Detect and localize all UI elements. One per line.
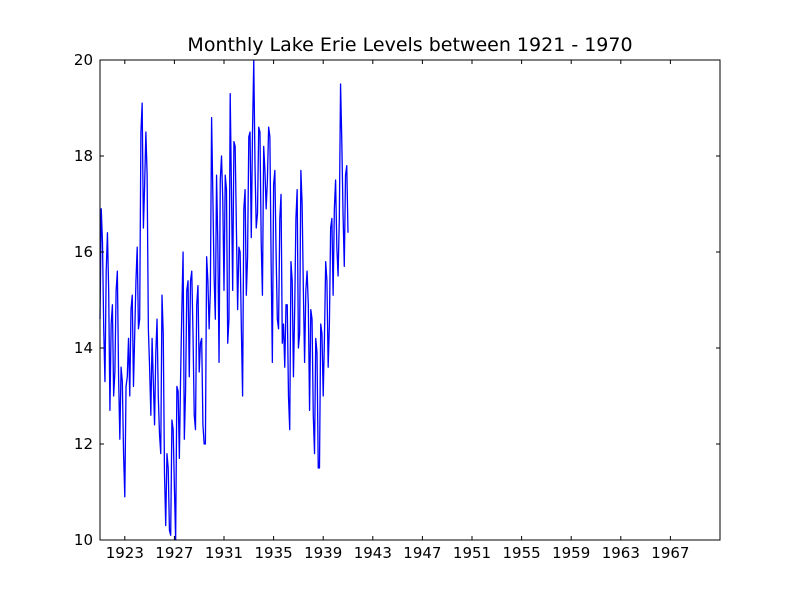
plot-frame <box>99 59 721 541</box>
plot-area <box>99 59 349 541</box>
x-tick-label: 1931 <box>205 544 243 562</box>
x-tick-label: 1939 <box>304 544 342 562</box>
y-tick-label: 14 <box>74 339 93 357</box>
y-tick-label: 12 <box>74 435 93 453</box>
chart-title: Monthly Lake Erie Levels between 1921 - … <box>187 34 633 56</box>
x-tick-label: 1935 <box>255 544 293 562</box>
y-tick-label: 20 <box>74 51 93 69</box>
x-tick-label: 1955 <box>503 544 541 562</box>
y-tick-label: 16 <box>74 243 93 261</box>
x-tick-label: 1927 <box>155 544 193 562</box>
series-line-0 <box>99 59 349 541</box>
tick-labels: 1923 1927 1931 1935 1939 1943 1947 1951 1955 1959… <box>74 51 690 562</box>
x-tick-label: 1923 <box>106 544 144 562</box>
y-tick-label: 18 <box>74 147 93 165</box>
x-tick-label: 1967 <box>651 544 689 562</box>
x-tick-label: 1959 <box>552 544 590 562</box>
x-tick-label: 1951 <box>453 544 491 562</box>
x-tick-label: 1963 <box>602 544 640 562</box>
x-tick-label: 1943 <box>354 544 392 562</box>
y-tick-label: 10 <box>74 531 93 549</box>
x-tick-label: 1947 <box>403 544 441 562</box>
axis-ticks <box>100 59 720 541</box>
